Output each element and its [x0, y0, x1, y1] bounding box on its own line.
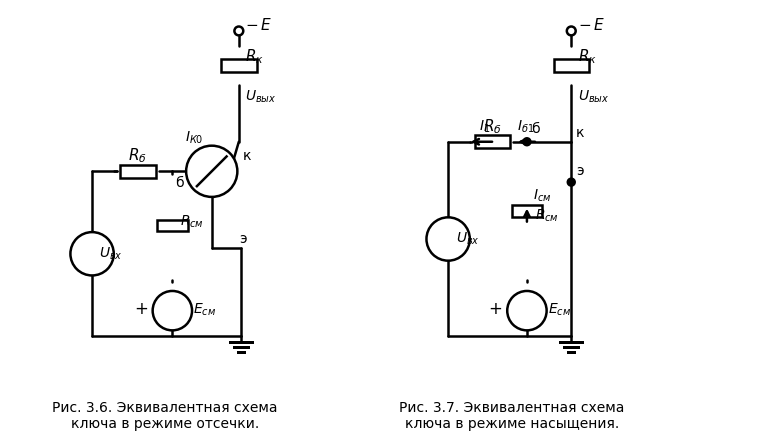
Text: $R_б$: $R_б$ — [483, 117, 502, 136]
Circle shape — [234, 26, 244, 35]
Text: к: к — [576, 126, 585, 140]
Text: $E_{см}$: $E_{см}$ — [547, 301, 571, 318]
Circle shape — [153, 291, 192, 330]
Text: $-\,E$: $-\,E$ — [245, 17, 272, 33]
Circle shape — [427, 217, 470, 260]
Text: $I_{К0}$: $I_{К0}$ — [185, 130, 203, 146]
Bar — [157, 219, 188, 231]
Text: Рис. 3.6. Эквивалентная схема
ключа в режиме отсечки.: Рис. 3.6. Эквивалентная схема ключа в ре… — [52, 401, 278, 431]
Bar — [554, 59, 589, 72]
Text: к: к — [242, 149, 251, 163]
Text: $-\,E$: $-\,E$ — [578, 17, 604, 33]
Text: $R_{см}$: $R_{см}$ — [180, 214, 204, 230]
Text: $R_б$: $R_б$ — [128, 146, 147, 165]
Text: $R_к$: $R_к$ — [578, 47, 597, 66]
Text: $U_{вх}$: $U_{вх}$ — [456, 231, 479, 248]
Text: $R_{см}$: $R_{см}$ — [535, 207, 559, 224]
Bar — [511, 205, 542, 217]
Text: б: б — [531, 122, 539, 136]
Text: $I_{б1}$: $I_{б1}$ — [517, 119, 535, 135]
Text: $+$: $+$ — [488, 300, 503, 318]
Circle shape — [70, 232, 114, 276]
Text: $I_{см}$: $I_{см}$ — [533, 188, 551, 204]
Text: $I_1$: $I_1$ — [478, 119, 490, 135]
Circle shape — [568, 179, 575, 186]
Text: $R_к$: $R_к$ — [245, 47, 264, 66]
Text: $E_{см}$: $E_{см}$ — [193, 301, 216, 318]
Circle shape — [567, 26, 576, 35]
Text: $U_{вх}$: $U_{вх}$ — [99, 246, 123, 262]
Text: Рис. 3.7. Эквивалентная схема
ключа в режиме насыщения.: Рис. 3.7. Эквивалентная схема ключа в ре… — [399, 401, 625, 431]
Text: э: э — [576, 164, 584, 178]
Text: э: э — [239, 232, 247, 246]
Text: б: б — [175, 176, 183, 190]
Text: $U_{вых}$: $U_{вых}$ — [245, 89, 276, 105]
Bar — [221, 59, 257, 72]
Circle shape — [507, 291, 547, 330]
Text: $+$: $+$ — [134, 300, 148, 318]
Circle shape — [524, 138, 530, 145]
Circle shape — [186, 146, 237, 197]
Text: $U_{вых}$: $U_{вых}$ — [578, 89, 609, 105]
Bar — [120, 165, 156, 178]
Bar — [474, 135, 511, 149]
